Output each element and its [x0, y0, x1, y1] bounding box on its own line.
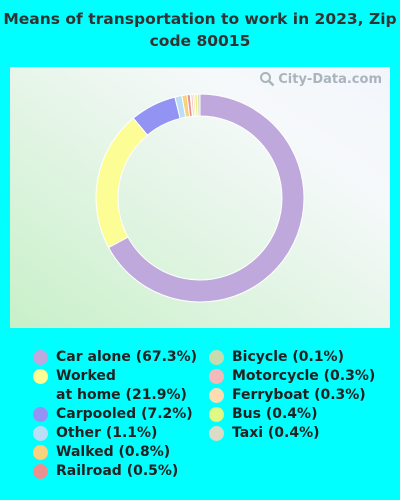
slice-10 [196, 93, 201, 117]
legend-label: Ferryboat (0.3%) [232, 387, 366, 403]
legend-item: Bicycle (0.1%) [209, 348, 344, 367]
legend-swatch [33, 407, 48, 422]
legend-swatch [209, 369, 224, 384]
legend-swatch [209, 407, 224, 422]
watermark-text: City-Data.com [278, 71, 382, 87]
legend-label: Railroad (0.5%) [56, 463, 179, 479]
legend-label: Carpooled (7.2%) [56, 406, 193, 422]
legend-swatch [33, 445, 48, 460]
legend-label: Other (1.1%) [56, 425, 158, 441]
chart-title: Means of transportation to work in 2023,… [3, 10, 397, 50]
legend-item: Ferryboat (0.3%) [209, 386, 366, 405]
legend-item: Worked at home (21.9%) [33, 367, 187, 405]
legend-item: Motorcycle (0.3%) [209, 367, 375, 386]
legend-label: Walked (0.8%) [56, 444, 171, 460]
legend-label: Taxi (0.4%) [232, 425, 320, 441]
legend-swatch [33, 426, 48, 441]
legend-item: Car alone (67.3%) [33, 348, 197, 367]
legend-swatch [33, 464, 48, 479]
watermark: City-Data.com [259, 71, 382, 87]
slice-1 [95, 117, 149, 249]
chart-legend: Car alone (67.3%) Worked at home (21.9%) Ca… [0, 346, 400, 496]
legend-swatch [209, 388, 224, 403]
legend-swatch [33, 369, 48, 384]
legend-label: Car alone (67.3%) [56, 349, 198, 365]
legend-item: Walked (0.8%) [33, 443, 170, 462]
legend-swatch [209, 350, 224, 365]
magnifier-icon [260, 72, 275, 87]
legend-label: Bus (0.4%) [232, 406, 318, 422]
legend-item: Other (1.1%) [33, 424, 157, 443]
legend-swatch [209, 426, 224, 441]
legend-label: Motorcycle (0.3%) [232, 368, 376, 384]
legend-item: Bus (0.4%) [209, 405, 317, 424]
legend-item: Taxi (0.4%) [209, 424, 320, 443]
legend-label: Worked at home (21.9%) [56, 368, 187, 403]
legend-swatch [33, 350, 48, 365]
legend-item: Railroad (0.5%) [33, 462, 178, 481]
legend-label: Bicycle (0.1%) [232, 349, 344, 365]
slice-0 [107, 93, 305, 303]
legend-item: Carpooled (7.2%) [33, 405, 193, 424]
